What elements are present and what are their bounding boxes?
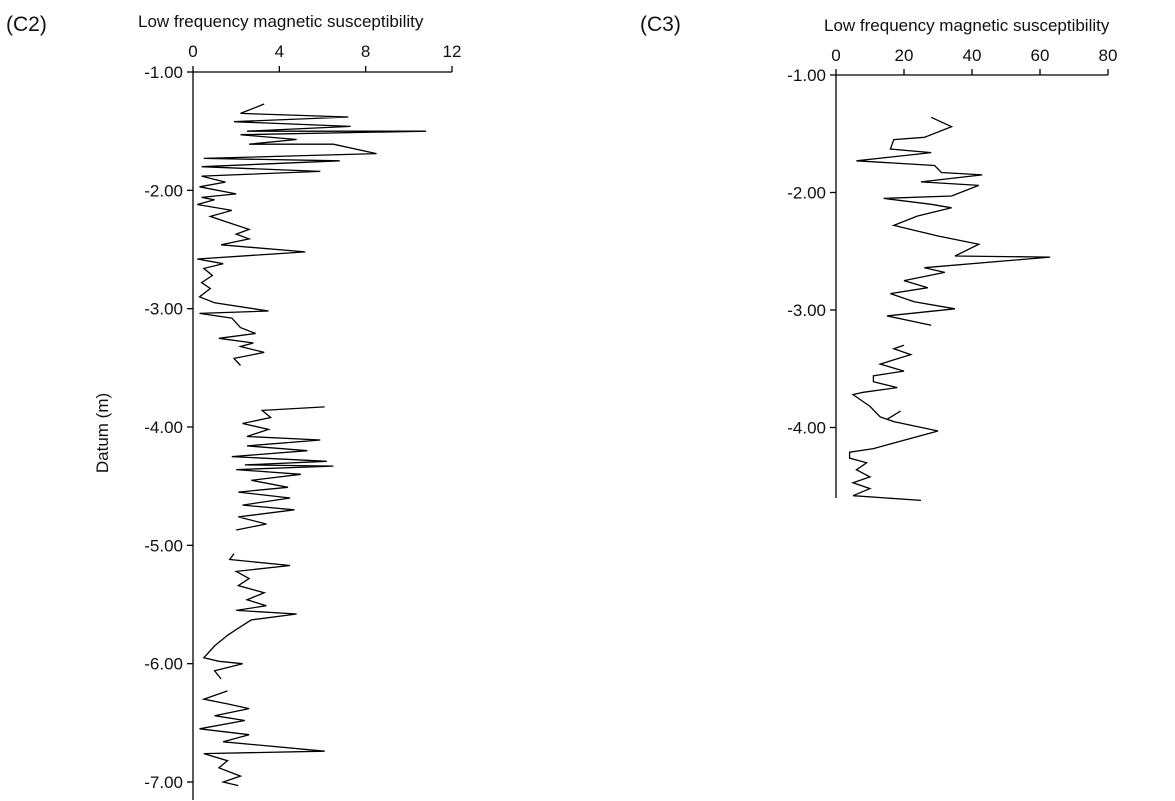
c2-x-tick-label: 8 (361, 42, 370, 61)
c3-x-tick-label: 60 (1031, 46, 1050, 65)
panel-c3-x-title: Low frequency magnetic susceptibility (824, 16, 1110, 35)
c3-y-tick-label: -4.00 (787, 419, 826, 438)
c2-x-tick-label: 0 (188, 42, 197, 61)
c3-trace-segment-1 (856, 116, 1051, 326)
c3-y-tick-label: -1.00 (787, 66, 826, 85)
panel-c3-x-axis-ticks: 0 20 40 60 80 (831, 46, 1117, 75)
panel-c2: (C2) Low frequency magnetic susceptibili… (6, 12, 461, 800)
c3-y-tick-label: -3.00 (787, 301, 826, 320)
panel-c2-y-title: Datum (m) (93, 393, 112, 473)
c3-x-tick-label: 80 (1099, 46, 1118, 65)
c3-trace-segment-2 (848, 344, 939, 502)
c2-x-tick-label: 12 (443, 42, 462, 61)
panel-c2-y-axis-ticks: -1.00 -2.00 -3.00 -4.00 -5.00 -6.00 -7.00 (144, 63, 193, 792)
c2-y-tick-label: -7.00 (144, 773, 183, 792)
c2-trace-segment-1 (197, 103, 427, 366)
c2-x-tick-label: 4 (275, 42, 284, 61)
c2-trace-segment-2 (231, 406, 334, 531)
c3-y-tick-label: -2.00 (787, 184, 826, 203)
c2-trace-segment-3 (202, 553, 297, 680)
c2-y-tick-label: -6.00 (144, 655, 183, 674)
panel-c3: (C3) Low frequency magnetic susceptibili… (640, 13, 1117, 502)
c3-x-tick-label: 20 (895, 46, 914, 65)
c3-x-tick-label: 40 (963, 46, 982, 65)
panel-c2-traces (197, 103, 427, 787)
panel-c2-x-axis-ticks: 0 4 8 12 (188, 42, 461, 72)
c2-y-tick-label: -4.00 (144, 418, 183, 437)
c3-trace-segment-3 (886, 410, 901, 420)
c3-x-tick-label: 0 (831, 46, 840, 65)
panel-c3-traces (848, 116, 1051, 502)
c2-y-tick-label: -2.00 (144, 181, 183, 200)
c2-y-tick-label: -3.00 (144, 300, 183, 319)
panel-c2-x-title: Low frequency magnetic susceptibility (138, 12, 424, 31)
panel-c2-label: (C2) (6, 13, 47, 36)
c2-y-tick-label: -5.00 (144, 536, 183, 555)
panel-c3-y-axis-ticks: -1.00 -2.00 -3.00 -4.00 (787, 66, 836, 438)
panel-c3-label: (C3) (640, 13, 681, 36)
c2-trace-segment-4 (199, 690, 325, 787)
c2-y-tick-label: -1.00 (144, 63, 183, 82)
